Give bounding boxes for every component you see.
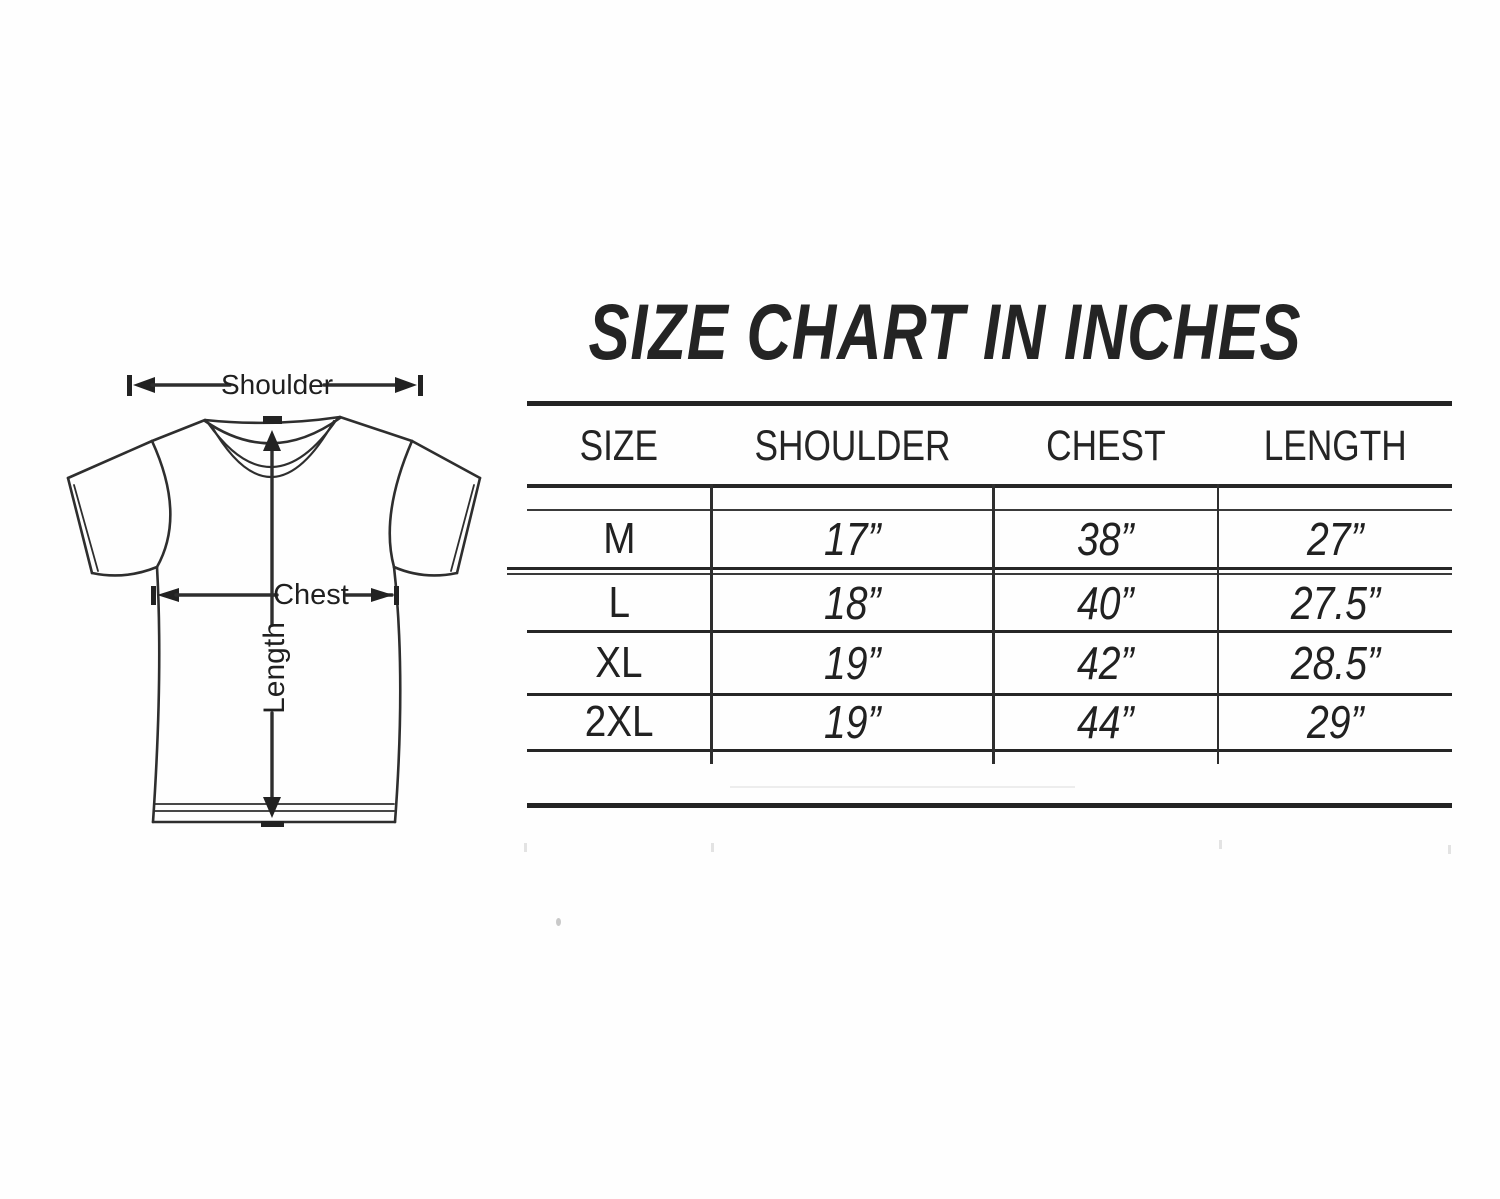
shoulder-arrow-left-bar — [127, 375, 132, 396]
table-bottom-heavy-rule — [527, 803, 1452, 808]
length-arrow: Length — [258, 430, 291, 827]
table-header-row: SIZE SHOULDER CHEST LENGTH — [527, 413, 1452, 479]
collar-tag — [263, 416, 282, 424]
chest-label: Chest — [273, 579, 349, 611]
row-2xl-rule — [527, 749, 1452, 752]
cell-length: 27” — [1306, 513, 1364, 565]
row-xl-rule — [527, 693, 1452, 696]
page-title-text: SIZE CHART IN INCHES — [588, 287, 1302, 376]
ghost-speck — [556, 918, 561, 926]
ghost-tick — [1448, 845, 1451, 854]
chest-arrow-left-head — [157, 588, 179, 602]
cell-shoulder: 19” — [823, 696, 881, 748]
cell-chest: 38” — [1077, 513, 1134, 565]
header-cell-shoulder: SHOULDER — [754, 421, 950, 470]
cell-size: L — [608, 577, 630, 627]
table-top-rule — [527, 401, 1452, 406]
length-arrow-up-head — [263, 430, 281, 451]
chest-arrow-right-head — [371, 588, 393, 602]
table-row-l: L 18” 40” 27.5” — [527, 575, 1452, 630]
cell-chest: 40” — [1077, 576, 1134, 629]
shoulder-arrow-left-head — [133, 377, 155, 393]
table-row-2xl: 2XL 19” 44” 29” — [527, 695, 1452, 749]
column-rule-1 — [710, 484, 713, 764]
shoulder-arrow-right-head — [395, 377, 417, 393]
ghost-tick — [1219, 840, 1222, 849]
cell-shoulder: 17” — [823, 513, 881, 565]
header-bottom-rule — [527, 484, 1452, 488]
cell-length: 29” — [1306, 696, 1364, 748]
table-row-xl: XL 19” 42” 28.5” — [527, 633, 1452, 693]
shoulder-label: Shoulder — [221, 369, 333, 400]
header-cell-length: LENGTH — [1263, 421, 1407, 470]
chest-arrow-right-bar — [394, 586, 399, 605]
ghost-line — [730, 786, 1075, 788]
cell-chest: 44” — [1077, 696, 1134, 748]
cell-shoulder: 18” — [823, 576, 881, 629]
cell-size: 2XL — [584, 697, 654, 746]
shoulder-arrow-right-bar — [418, 375, 423, 396]
shoulder-arrow: Shoulder — [127, 369, 423, 400]
cell-length: 28.5” — [1290, 637, 1380, 689]
length-arrow-down-head — [263, 797, 281, 818]
cell-chest: 42” — [1077, 637, 1134, 689]
chest-arrow: Chest — [151, 579, 399, 611]
row-l-rule — [527, 630, 1452, 633]
row-m-rule-a — [507, 567, 1452, 570]
table-row-m: M 17” 38” 27” — [527, 511, 1452, 567]
cell-size: M — [602, 514, 636, 563]
cell-size: XL — [595, 638, 643, 687]
ghost-tick — [711, 843, 714, 852]
column-rule-2 — [992, 484, 995, 764]
page-title: SIZE CHART IN INCHES — [370, 286, 1500, 376]
header-cell-size: SIZE — [579, 421, 659, 470]
header-cell-chest: CHEST — [1045, 421, 1166, 470]
cell-shoulder: 19” — [823, 637, 881, 689]
ghost-tick — [524, 843, 527, 852]
cell-length: 27.5” — [1290, 576, 1380, 629]
length-label: Length — [258, 622, 291, 714]
column-rule-3 — [1217, 484, 1219, 764]
row-m-rule-b — [507, 573, 1452, 575]
length-arrow-end-bar — [261, 821, 284, 827]
chest-arrow-left-bar — [151, 586, 156, 605]
tshirt-measurement-diagram: Shoulder — [66, 369, 482, 827]
spacer-band-rule — [527, 509, 1452, 511]
